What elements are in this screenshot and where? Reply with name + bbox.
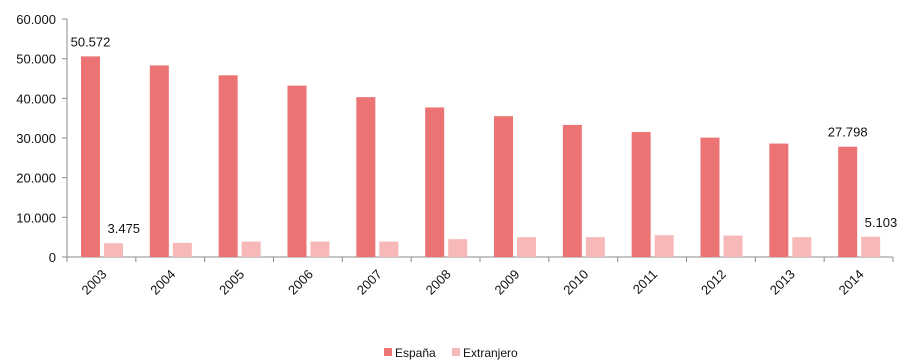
bar-espana	[425, 107, 445, 257]
y-tick-label: 50.000	[16, 52, 56, 67]
x-tick-label: 2003	[78, 267, 109, 298]
legend-swatch-extranjero	[452, 348, 460, 356]
x-tick-label: 2012	[698, 267, 729, 298]
legend-label-extranjero: Extranjero	[463, 346, 518, 360]
data-label: 27.798	[828, 125, 868, 140]
bar-extranjero	[172, 242, 192, 257]
x-tick-label: 2010	[560, 267, 591, 298]
y-tick-label: 60.000	[16, 12, 56, 27]
data-label: 50.572	[71, 34, 111, 49]
bar-extranjero	[241, 241, 261, 257]
legend-label-espana: España	[395, 346, 436, 360]
bar-espana	[287, 85, 307, 257]
legend: España Extranjero	[384, 346, 518, 360]
x-tick-label: 2013	[767, 267, 798, 298]
bar-extranjero	[517, 237, 536, 257]
y-tick-label: 30.000	[16, 131, 56, 146]
y-tick-label: 10.000	[16, 210, 56, 225]
bar-extranjero	[448, 239, 468, 257]
bar-espana	[631, 132, 651, 257]
bars-layer	[81, 56, 881, 258]
bar-espana	[494, 116, 513, 257]
legend-swatch-espana	[384, 348, 392, 356]
axes-layer: 0 10.000 20.000 30.000 40.000 50.000 60.000 200…	[16, 12, 894, 298]
bar-espana	[81, 56, 100, 257]
x-tick-label: 2005	[216, 267, 247, 298]
y-tick-label: 40.000	[16, 91, 56, 106]
x-tick-label: 2014	[836, 267, 867, 298]
bar-extranjero	[310, 241, 330, 257]
bar-espana	[562, 124, 582, 257]
data-label: 3.475	[108, 221, 141, 236]
bar-extranjero	[654, 235, 674, 257]
x-tick-label: 2009	[491, 267, 522, 298]
bar-extranjero	[104, 243, 123, 257]
x-tick-label: 2006	[285, 267, 316, 298]
x-tick-label: 2008	[423, 267, 454, 298]
bar-espana	[838, 146, 858, 257]
bar-extranjero	[723, 235, 743, 257]
bar-extranjero	[379, 241, 399, 257]
data-labels-layer: 50.572 3.475 27.798 5.103	[71, 34, 898, 236]
x-tick-label: 2004	[147, 267, 178, 298]
bar-extranjero	[585, 237, 605, 257]
bar-espana	[218, 75, 238, 258]
y-tick-label: 0	[49, 250, 56, 265]
y-tick-label: 20.000	[16, 171, 56, 186]
bar-extranjero	[792, 237, 812, 257]
x-tick-label: 2007	[354, 267, 385, 298]
bar-espana	[700, 137, 720, 257]
x-tick-label: 2011	[630, 267, 660, 297]
bar-extranjero	[861, 236, 881, 257]
data-label: 5.103	[865, 215, 898, 230]
bar-espana	[769, 143, 789, 257]
bar-espana	[356, 97, 376, 257]
bar-espana	[149, 65, 169, 257]
